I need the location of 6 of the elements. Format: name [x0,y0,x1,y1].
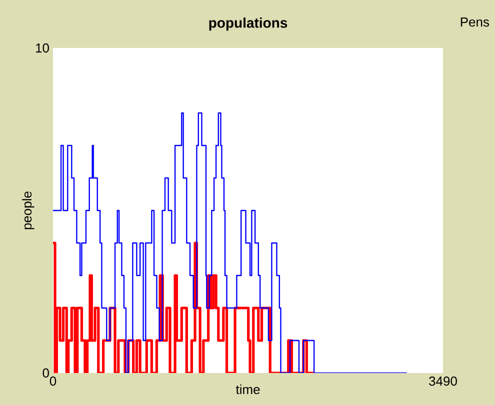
y-tick-label: 10 [36,43,49,53]
x-axis-title: time [236,384,260,394]
x-tick-label: 3490 [429,376,457,386]
chart-title: populations [209,18,288,31]
legend-title: Pens [460,18,490,27]
y-axis-title: people [22,192,34,230]
